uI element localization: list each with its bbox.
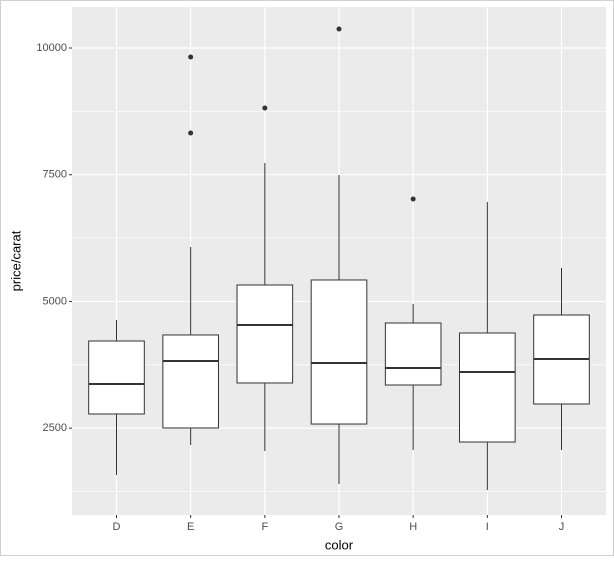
box xyxy=(162,334,219,429)
outlier xyxy=(262,105,268,111)
x-tick-label: F xyxy=(261,521,268,533)
box xyxy=(236,284,294,384)
y-tick-label: 2500 xyxy=(43,422,67,434)
y-tick-label: 10000 xyxy=(36,42,67,54)
y-tick-label: 5000 xyxy=(43,295,67,307)
outlier xyxy=(336,26,342,32)
y-tick-label: 7500 xyxy=(43,169,67,181)
box xyxy=(459,332,516,443)
box xyxy=(310,279,368,425)
x-tick-label: I xyxy=(486,521,489,533)
outlier xyxy=(188,54,194,60)
y-axis-title: price/carat xyxy=(8,230,23,291)
x-axis-title: color xyxy=(325,537,354,552)
x-tick-label: J xyxy=(559,521,565,533)
x-tick-label: H xyxy=(409,521,417,533)
x-tick-label: D xyxy=(113,521,121,533)
outlier xyxy=(410,196,416,202)
box xyxy=(384,322,442,386)
x-tick-label: E xyxy=(187,521,194,533)
outlier xyxy=(188,130,194,136)
box xyxy=(88,340,145,415)
x-tick-label: G xyxy=(335,521,344,533)
